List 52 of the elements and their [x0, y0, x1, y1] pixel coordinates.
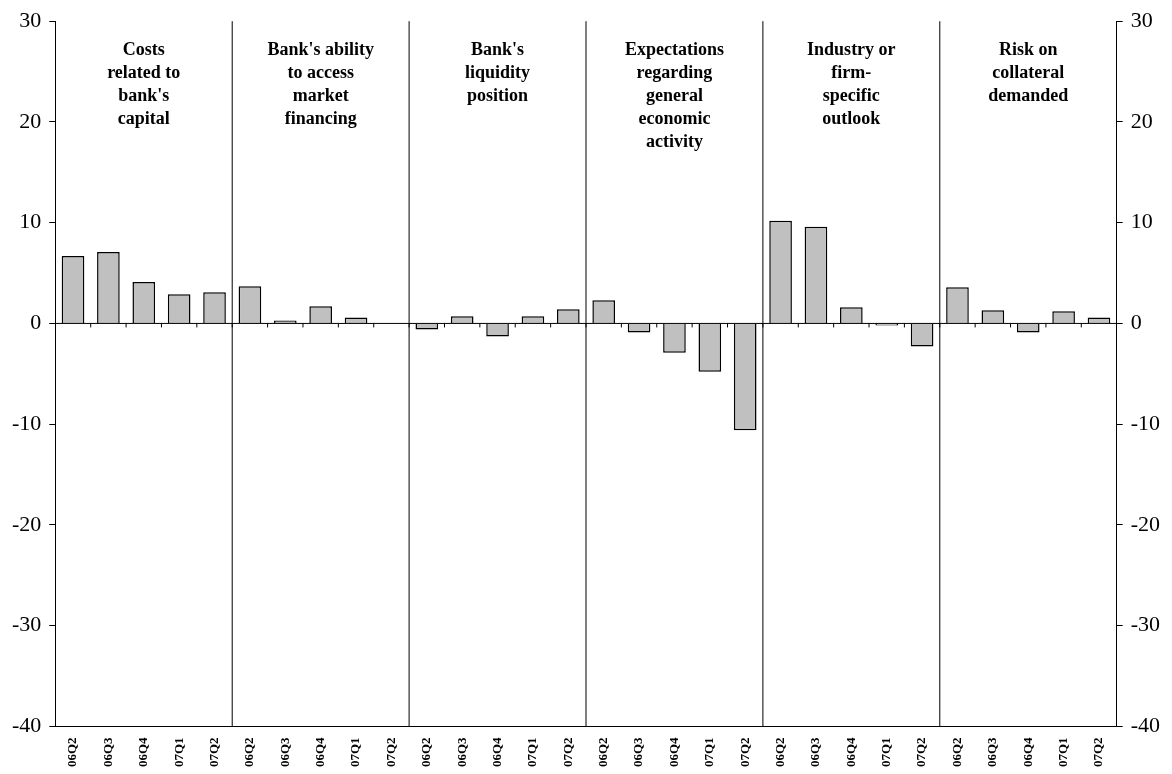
y2-tick-label: -10 [1130, 409, 1160, 435]
y-tick-label: 30 [19, 6, 42, 32]
x-tick-label: 06Q4 [1019, 736, 1035, 768]
y2-tick-label: 20 [1130, 107, 1153, 133]
x-tick-label: 06Q2 [241, 737, 257, 768]
y2-tick-label: 0 [1130, 309, 1142, 335]
x-tick-label: 06Q4 [488, 736, 504, 768]
x-tick-label: 06Q4 [135, 736, 151, 768]
x-tick-label: 07Q1 [524, 737, 540, 768]
x-tick-label: 07Q2 [913, 737, 929, 768]
y-tick-label: 20 [19, 107, 42, 133]
x-tick-label: 07Q1 [878, 737, 894, 768]
y-tick-label: -10 [12, 409, 42, 435]
x-tick-label: 07Q2 [736, 737, 752, 768]
x-tick-label: 06Q2 [64, 737, 80, 768]
x-tick-label: 06Q4 [842, 736, 858, 768]
x-tick-label: 07Q2 [205, 737, 221, 768]
x-tick-label: 07Q2 [1090, 737, 1106, 768]
x-tick-label: 06Q2 [948, 737, 964, 768]
y2-tick-label: 10 [1130, 208, 1153, 234]
x-tick-label: 07Q2 [559, 737, 575, 768]
y2-tick-label: -20 [1130, 510, 1160, 536]
y2-tick-label: -40 [1130, 712, 1160, 738]
x-tick-label: 06Q3 [630, 736, 646, 768]
y-tick-label: 10 [19, 208, 42, 234]
x-tick-label: 06Q3 [276, 736, 292, 768]
x-tick-label: 06Q2 [771, 737, 787, 768]
y2-tick-label: 30 [1130, 6, 1153, 32]
x-tick-label: 06Q3 [984, 736, 1000, 768]
x-tick-label: 07Q1 [701, 737, 717, 768]
x-tick-label: 06Q3 [807, 736, 823, 768]
y-tick-label: -30 [12, 611, 42, 637]
x-tick-label: 06Q4 [312, 736, 328, 768]
y-tick-label: -40 [12, 712, 42, 738]
y-tick-label: 0 [30, 309, 42, 335]
annotation: Bank's ability to access market financing [267, 38, 374, 128]
annotation: Bank's liquidity position [465, 38, 531, 105]
y2-tick-label: -30 [1130, 611, 1160, 637]
annotation: Costs related to bank's capital [107, 38, 181, 128]
y-tick-label: -20 [12, 510, 42, 536]
annotation: Expectations regarding general economic activity [624, 38, 724, 151]
x-tick-label: 06Q3 [99, 736, 115, 768]
x-tick-label: 06Q2 [418, 737, 434, 768]
x-tick-label: 06Q4 [665, 736, 681, 768]
x-tick-label: 07Q2 [382, 737, 398, 768]
x-tick-label: 06Q3 [453, 736, 469, 768]
x-tick-label: 06Q2 [595, 737, 611, 768]
annotation: Risk on collateral demanded [988, 38, 1069, 105]
annotation: Industry or firm- specific outlook [807, 38, 896, 128]
x-tick-label: 07Q1 [347, 737, 363, 768]
x-tick-label: 07Q1 [1054, 737, 1070, 768]
x-tick-label: 07Q1 [170, 737, 186, 768]
